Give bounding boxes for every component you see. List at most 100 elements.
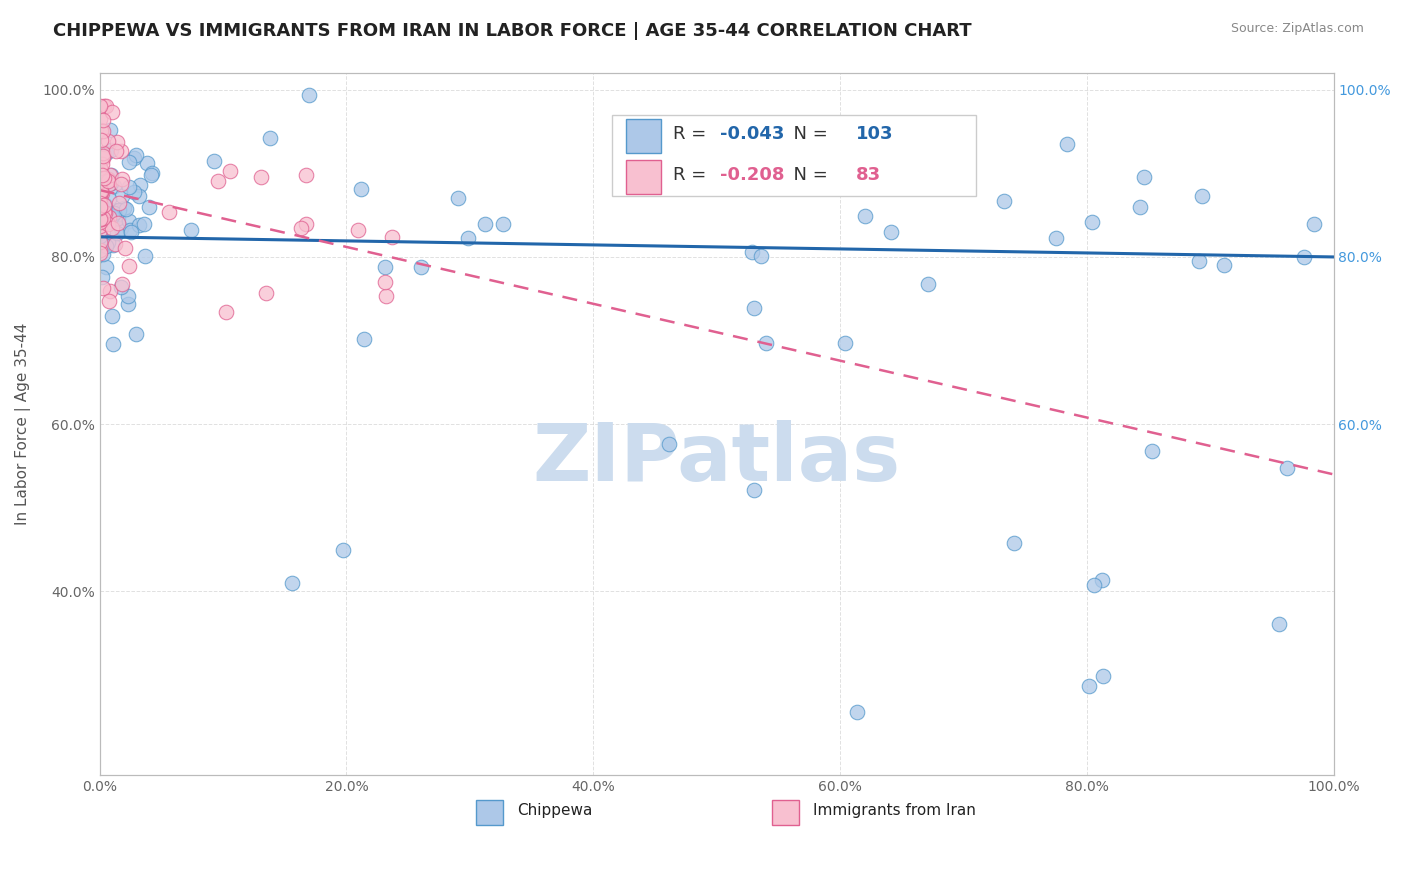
Point <box>118 214 141 228</box>
Point <box>141 166 163 180</box>
Point <box>91 145 114 160</box>
Point <box>111 189 134 203</box>
Point <box>374 260 396 274</box>
Point <box>107 216 129 230</box>
Point <box>105 226 128 240</box>
Point <box>755 336 778 351</box>
Point <box>157 204 180 219</box>
Point <box>254 285 277 300</box>
Point <box>105 135 128 149</box>
Text: Chippewa: Chippewa <box>516 803 592 818</box>
Point <box>1091 669 1114 683</box>
Point <box>917 277 939 291</box>
Point <box>353 332 375 346</box>
Point <box>111 277 134 291</box>
Point <box>101 209 124 223</box>
Point <box>96 145 118 160</box>
Point <box>117 289 139 303</box>
Point <box>1275 460 1298 475</box>
Point <box>1188 253 1211 268</box>
Point <box>96 260 118 275</box>
Point <box>347 223 370 237</box>
Point <box>1045 231 1067 245</box>
Point <box>114 202 136 217</box>
Point <box>1294 250 1316 264</box>
Point <box>332 543 354 558</box>
Point <box>108 196 131 211</box>
Point <box>446 191 468 205</box>
Point <box>1191 189 1213 203</box>
Text: Source: ZipAtlas.com: Source: ZipAtlas.com <box>1230 22 1364 36</box>
Point <box>117 297 139 311</box>
Point <box>90 151 112 165</box>
Point <box>129 178 152 193</box>
Point <box>111 172 134 186</box>
Point <box>90 162 112 177</box>
Point <box>1267 616 1289 631</box>
Text: Immigrants from Iran: Immigrants from Iran <box>813 803 976 818</box>
Point <box>98 177 121 191</box>
Point <box>290 220 312 235</box>
Point <box>98 168 121 182</box>
Point <box>117 260 139 274</box>
Point <box>89 200 111 214</box>
Point <box>103 206 125 220</box>
Point <box>122 186 145 200</box>
Point <box>1213 258 1236 272</box>
Point <box>1056 137 1078 152</box>
Point <box>91 269 114 284</box>
Point <box>89 215 111 229</box>
Point <box>98 210 121 224</box>
Point <box>114 241 136 255</box>
Point <box>98 192 121 206</box>
Point <box>215 305 238 319</box>
Point <box>100 168 122 182</box>
Point <box>89 228 111 243</box>
Point <box>219 164 242 178</box>
Point <box>89 194 111 208</box>
Point <box>98 174 121 188</box>
Point <box>207 174 229 188</box>
Point <box>101 221 124 235</box>
Point <box>90 181 112 195</box>
Point <box>89 166 111 180</box>
Point <box>180 223 202 237</box>
Point <box>112 201 135 215</box>
Point <box>97 173 120 187</box>
Point <box>202 153 225 168</box>
Point <box>89 212 111 227</box>
Point <box>100 176 122 190</box>
Point <box>349 182 371 196</box>
Point <box>91 168 114 182</box>
Point <box>135 156 157 170</box>
Point <box>125 148 148 162</box>
Point <box>834 335 856 350</box>
Point <box>125 327 148 342</box>
Text: 83: 83 <box>856 166 882 184</box>
Point <box>94 216 117 230</box>
Point <box>1091 574 1114 588</box>
Point <box>90 124 112 138</box>
Point <box>457 231 479 245</box>
Point <box>89 201 111 215</box>
Point <box>90 123 112 137</box>
Point <box>859 121 882 136</box>
Point <box>250 170 273 185</box>
Point <box>853 209 876 223</box>
Point <box>96 99 118 113</box>
Point <box>880 225 903 239</box>
Point <box>100 104 122 119</box>
Text: R =: R = <box>673 166 713 184</box>
Point <box>1083 578 1105 592</box>
Point <box>93 211 115 225</box>
Text: 103: 103 <box>856 125 893 144</box>
FancyBboxPatch shape <box>627 120 661 153</box>
Point <box>138 201 160 215</box>
Point <box>98 123 121 137</box>
Point <box>492 217 515 231</box>
Point <box>90 212 112 227</box>
FancyBboxPatch shape <box>772 800 799 824</box>
Point <box>1081 214 1104 228</box>
Point <box>89 245 111 260</box>
Point <box>90 172 112 186</box>
